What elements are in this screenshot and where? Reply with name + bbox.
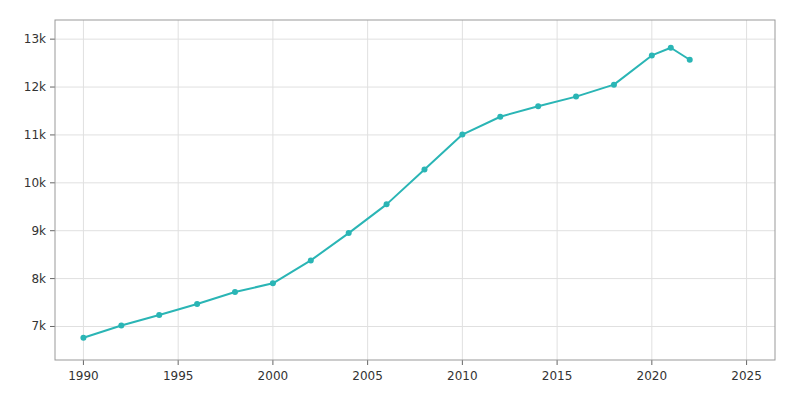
data-point	[80, 335, 86, 341]
x-tick-label: 2015	[542, 369, 573, 383]
y-tick-label: 7k	[31, 319, 46, 333]
series	[80, 45, 692, 341]
x-tick	[557, 360, 558, 365]
chart: 1990 1995 2000 2005 2010 2015 2020 2025 7k 8k 9k 10…	[0, 0, 800, 400]
x-tick-label: 2020	[637, 369, 668, 383]
data-point	[270, 280, 276, 286]
data-point	[611, 82, 617, 88]
x-grid-line	[83, 20, 84, 360]
x-grid-line	[272, 20, 273, 360]
x-tick-label: 2010	[447, 369, 478, 383]
data-point	[421, 166, 427, 172]
data-point	[497, 114, 503, 120]
y-tick	[50, 39, 55, 40]
axes: 1990 1995 2000 2005 2010 2015 2020 2025 7k 8k 9k 10…	[24, 32, 762, 383]
y-grid-line	[55, 87, 775, 88]
x-grid-line	[367, 20, 368, 360]
y-grid-line	[55, 182, 775, 183]
data-point	[384, 201, 390, 207]
x-tick	[651, 360, 652, 365]
x-tick	[178, 360, 179, 365]
y-grid-line	[55, 326, 775, 327]
y-tick	[50, 182, 55, 183]
x-tick-label: 2005	[352, 369, 383, 383]
data-line	[83, 48, 689, 338]
y-grid-line	[55, 39, 775, 40]
chart-container: 1990 1995 2000 2005 2010 2015 2020 2025 7k 8k 9k 10…	[0, 0, 800, 400]
y-grid-line	[55, 278, 775, 279]
plot-frame	[55, 20, 775, 360]
data-point	[346, 230, 352, 236]
y-tick-label: 9k	[31, 224, 46, 238]
y-tick	[50, 278, 55, 279]
y-tick	[50, 230, 55, 231]
x-tick	[746, 360, 747, 365]
x-tick-label: 2000	[258, 369, 289, 383]
y-tick	[50, 87, 55, 88]
data-point	[194, 301, 200, 307]
y-tick	[50, 326, 55, 327]
data-point	[573, 94, 579, 100]
data-point	[459, 132, 465, 138]
y-tick-label: 10k	[24, 176, 46, 190]
x-tick-label: 1990	[68, 369, 99, 383]
data-point	[649, 52, 655, 58]
y-tick-label: 11k	[24, 128, 46, 142]
x-tick-label: 1995	[163, 369, 194, 383]
data-point	[156, 312, 162, 318]
y-tick-label: 13k	[24, 32, 46, 46]
x-grid-line	[462, 20, 463, 360]
data-point	[535, 103, 541, 109]
y-tick-label: 8k	[31, 272, 46, 286]
data-point	[118, 323, 124, 329]
x-tick	[83, 360, 84, 365]
data-point	[232, 289, 238, 295]
x-grid-line	[746, 20, 747, 360]
y-tick-label: 12k	[24, 80, 46, 94]
x-grid-line	[557, 20, 558, 360]
y-grid-line	[55, 230, 775, 231]
y-grid-line	[55, 134, 775, 135]
data-point	[308, 257, 314, 263]
x-tick	[367, 360, 368, 365]
grid	[55, 20, 775, 360]
x-tick-label: 2025	[731, 369, 762, 383]
data-point	[668, 45, 674, 51]
data-point	[687, 57, 693, 63]
x-tick	[462, 360, 463, 365]
x-grid-line	[651, 20, 652, 360]
x-tick	[272, 360, 273, 365]
y-tick	[50, 134, 55, 135]
